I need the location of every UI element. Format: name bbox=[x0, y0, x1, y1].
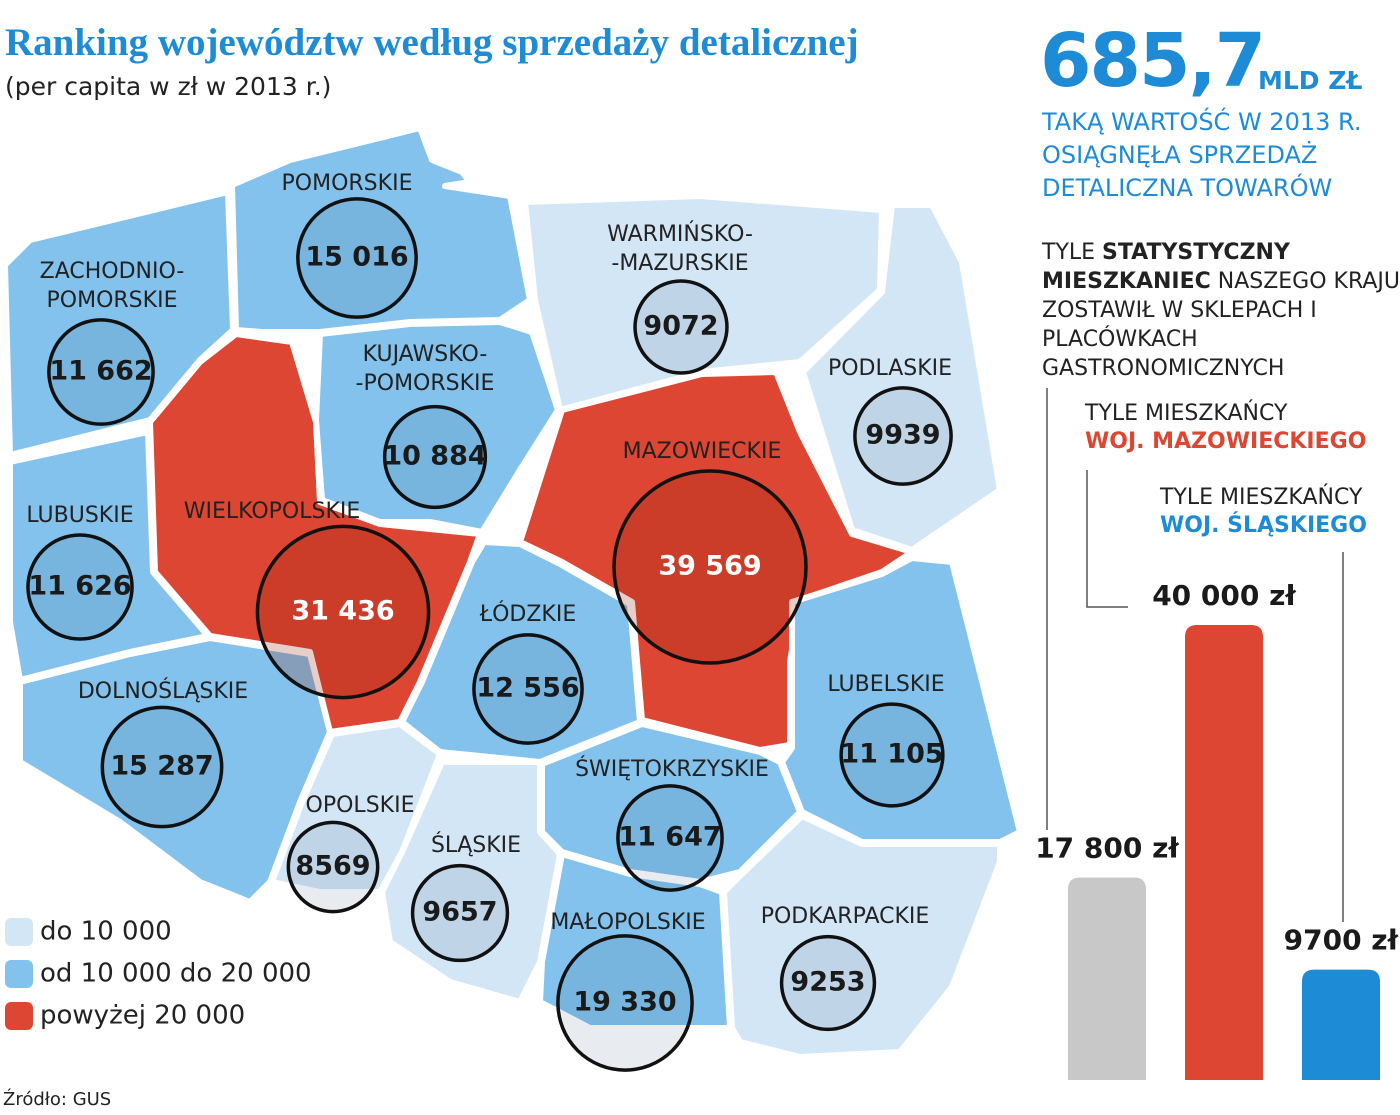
bar-label: 40 000 zł bbox=[1152, 579, 1296, 612]
highlight-unit: MLD ZŁ bbox=[1258, 66, 1363, 95]
region bbox=[379, 759, 563, 1005]
region-name: -MAZURSKIE bbox=[611, 251, 748, 276]
text-line: DETALICZNA TOWARÓW bbox=[1042, 174, 1333, 202]
value-label: 19 330 bbox=[573, 987, 676, 1018]
value-label: 11 626 bbox=[28, 571, 131, 602]
region-name: LUBUSKIE bbox=[26, 503, 133, 528]
bar bbox=[1302, 969, 1380, 1080]
legend-swatch bbox=[5, 1002, 33, 1030]
value-circle bbox=[410, 863, 510, 963]
region-name: POMORSKIE bbox=[282, 171, 413, 196]
value-circle bbox=[255, 524, 431, 700]
value-circle bbox=[556, 934, 694, 1072]
text-line: TAKĄ WARTOŚĆ W 2013 R. bbox=[1042, 108, 1362, 136]
text: NASZEGO KRAJU ZOSTAWIŁ W SKLEPACH I PLAC… bbox=[1042, 269, 1400, 381]
value-circle bbox=[616, 784, 724, 892]
region-name: ŁÓDZKIE bbox=[479, 601, 577, 627]
value-circle bbox=[839, 702, 945, 808]
value-label: 11 647 bbox=[618, 822, 721, 853]
connector bbox=[1086, 470, 1128, 608]
value-circle bbox=[382, 404, 488, 510]
highlight-value: 685,7 bbox=[1040, 18, 1266, 104]
region-name: OPOLSKIE bbox=[306, 793, 415, 818]
legend-label: powyżej 20 000 bbox=[40, 1001, 245, 1031]
value-circle bbox=[296, 197, 418, 319]
value-label: 31 436 bbox=[291, 596, 394, 627]
value-circle bbox=[779, 934, 877, 1032]
value-label: 8569 bbox=[295, 851, 370, 882]
value-label: 12 556 bbox=[476, 673, 579, 704]
value-label: 11 105 bbox=[840, 739, 943, 770]
title: Ranking województw według sprzedaży deta… bbox=[5, 21, 859, 64]
region-name: PODLASKIE bbox=[828, 356, 952, 381]
value-label: 9072 bbox=[643, 311, 718, 342]
value-label: 15 287 bbox=[110, 751, 213, 782]
bar bbox=[1185, 625, 1263, 1080]
highlight-text: TAKĄ WARTOŚĆ W 2013 R. OSIĄGNĘŁA SPRZEDA… bbox=[1042, 106, 1361, 205]
text-line: OSIĄGNĘŁA SPRZEDAŻ bbox=[1042, 141, 1318, 169]
region bbox=[721, 813, 1003, 1060]
region-name: DOLNOŚLĄSKIE bbox=[78, 678, 248, 704]
value-circle bbox=[633, 279, 729, 375]
legend-swatch bbox=[5, 918, 33, 946]
text-bold: STATYSTYCZNY MIESZKANIEC bbox=[1042, 240, 1290, 294]
subtitle: (per capita w zł w 2013 r.) bbox=[5, 72, 332, 101]
value-label: 9657 bbox=[422, 897, 497, 928]
value-label: 39 569 bbox=[658, 551, 761, 582]
text-line: WOJ. MAZOWIECKIEGO bbox=[1085, 429, 1367, 454]
value-label: 15 016 bbox=[305, 242, 408, 273]
region-name: MAZOWIECKIE bbox=[623, 439, 782, 464]
legend-label: od 10 000 do 20 000 bbox=[40, 959, 312, 989]
region-name: ŚLĄSKIE bbox=[431, 832, 521, 858]
region-name: WIELKOPOLSKIE bbox=[184, 499, 361, 524]
region bbox=[522, 193, 885, 413]
bar bbox=[1068, 877, 1146, 1080]
legend-label: do 10 000 bbox=[40, 917, 172, 947]
region-name: ZACHODNIO- bbox=[40, 259, 185, 284]
region-name: ŚWIĘTOKRZYSKIE bbox=[575, 756, 769, 782]
value-circle bbox=[286, 820, 380, 914]
region-name: MAŁOPOLSKIE bbox=[550, 910, 705, 935]
text-line: TYLE MIESZKAŃCY bbox=[1160, 485, 1363, 510]
value-circle bbox=[47, 318, 155, 426]
value-circle bbox=[612, 469, 808, 665]
region-name: PODKARPACKIE bbox=[761, 904, 930, 929]
value-circle bbox=[100, 705, 224, 829]
value-circle bbox=[853, 386, 953, 486]
source: Źródło: GUS bbox=[3, 1089, 112, 1110]
value-label: 11 662 bbox=[49, 356, 152, 387]
bar-label: 17 800 zł bbox=[1035, 832, 1179, 865]
bar-caption: TYLE MIESZKAŃCY WOJ. ŚLĄSKIEGO bbox=[1160, 484, 1367, 540]
text-line: WOJ. ŚLĄSKIEGO bbox=[1160, 513, 1367, 538]
value-label: 10 884 bbox=[383, 441, 486, 472]
region-name: WARMIŃSKO- bbox=[607, 221, 753, 247]
intro: TYLE STATYSTYCZNY MIESZKANIEC NASZEGO KR… bbox=[1042, 238, 1400, 383]
region-name: POMORSKIE bbox=[47, 288, 178, 313]
value-label: 9939 bbox=[865, 420, 940, 451]
bar-label: 9700 zł bbox=[1284, 924, 1399, 957]
region-name: KUJAWSKO- bbox=[363, 342, 488, 367]
value-circle bbox=[472, 633, 584, 745]
legend-swatch bbox=[5, 960, 33, 988]
bar-caption: TYLE MIESZKAŃCY WOJ. MAZOWIECKIEGO bbox=[1085, 400, 1366, 456]
text-line: TYLE MIESZKAŃCY bbox=[1085, 401, 1288, 426]
text: TYLE bbox=[1042, 240, 1103, 265]
region-name: -POMORSKIE bbox=[356, 371, 495, 396]
region-name: LUBELSKIE bbox=[827, 672, 944, 697]
value-circle bbox=[26, 533, 134, 641]
region bbox=[229, 125, 533, 335]
value-label: 9253 bbox=[790, 967, 865, 998]
